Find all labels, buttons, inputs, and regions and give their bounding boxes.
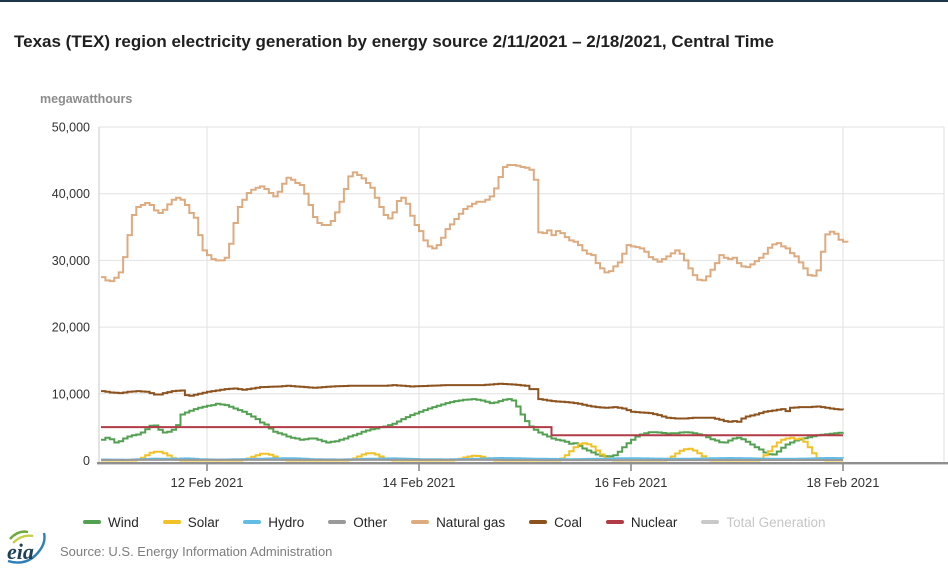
chart-title: Texas (TEX) region electricity generatio… <box>14 32 775 51</box>
eia-logo-blue-swoosh <box>7 532 46 564</box>
legend-swatch-natural-gas <box>411 520 430 524</box>
legend-swatch-other <box>328 520 347 524</box>
source-attribution: Source: U.S. Energy Information Administ… <box>60 543 333 559</box>
y-tick-label: 10,000 <box>52 387 90 401</box>
legend-label: Total Generation <box>726 514 826 530</box>
legend-item-wind[interactable]: Wind <box>83 515 139 530</box>
y-tick-label: 50,000 <box>52 121 90 135</box>
legend-swatch-solar <box>162 520 181 524</box>
top-accent-bar <box>0 0 948 2</box>
x-tick-label: 16 Feb 2021 <box>594 475 667 490</box>
legend-swatch-hydro <box>243 520 262 524</box>
y-tick-label: 40,000 <box>52 187 90 201</box>
legend-swatch-wind <box>83 520 101 524</box>
legend-item-natural-gas[interactable]: Natural gas <box>411 515 505 530</box>
x-axis-line <box>97 462 948 465</box>
chart-legend: Wind Solar Hydro Other Natural gas Coal Nuclea… <box>83 511 825 533</box>
legend-item-coal[interactable]: Coal <box>529 515 582 530</box>
eia-logo[interactable]: eia <box>6 528 52 566</box>
legend-label: Wind <box>108 514 139 530</box>
legend-item-other[interactable]: Other <box>328 515 387 530</box>
y-axis-unit-label: megawatthours <box>40 92 133 106</box>
y-tick-label: 0 <box>83 454 90 468</box>
x-tick-label: 12 Feb 2021 <box>170 475 243 490</box>
legend-item-total-generation[interactable]: Total Generation <box>701 515 825 530</box>
legend-item-nuclear[interactable]: Nuclear <box>605 514 678 530</box>
y-tick-label: 30,000 <box>52 254 90 268</box>
legend-label: Hydro <box>268 514 305 530</box>
y-tick-label: 20,000 <box>52 321 90 335</box>
legend-label: Other <box>353 514 388 530</box>
legend-swatch-total-generation <box>701 520 720 524</box>
legend-swatch-nuclear <box>605 520 624 524</box>
x-tick-label: 14 Feb 2021 <box>382 475 455 490</box>
eia-logo-text: eia <box>7 539 34 564</box>
legend-item-solar[interactable]: Solar <box>162 514 220 530</box>
source-row: eia Source: U.S. Energy Information Admi… <box>6 527 332 567</box>
series-line-coal <box>101 382 844 423</box>
legend-label: Nuclear <box>630 514 678 530</box>
series-line-natural-gas <box>101 164 849 283</box>
series-line-nuclear <box>101 426 843 437</box>
eia-logo-green-arc <box>9 530 29 540</box>
legend-swatch-coal <box>529 520 548 524</box>
legend-label: Coal <box>554 514 582 530</box>
legend-item-hydro[interactable]: Hydro <box>243 515 304 530</box>
series-line-wind <box>101 398 844 458</box>
legend-label: Natural gas <box>436 514 506 530</box>
legend-label: Solar <box>187 514 220 530</box>
x-tick-label: 18 Feb 2021 <box>806 475 879 490</box>
eia-logo-yellow-arc <box>12 534 34 544</box>
